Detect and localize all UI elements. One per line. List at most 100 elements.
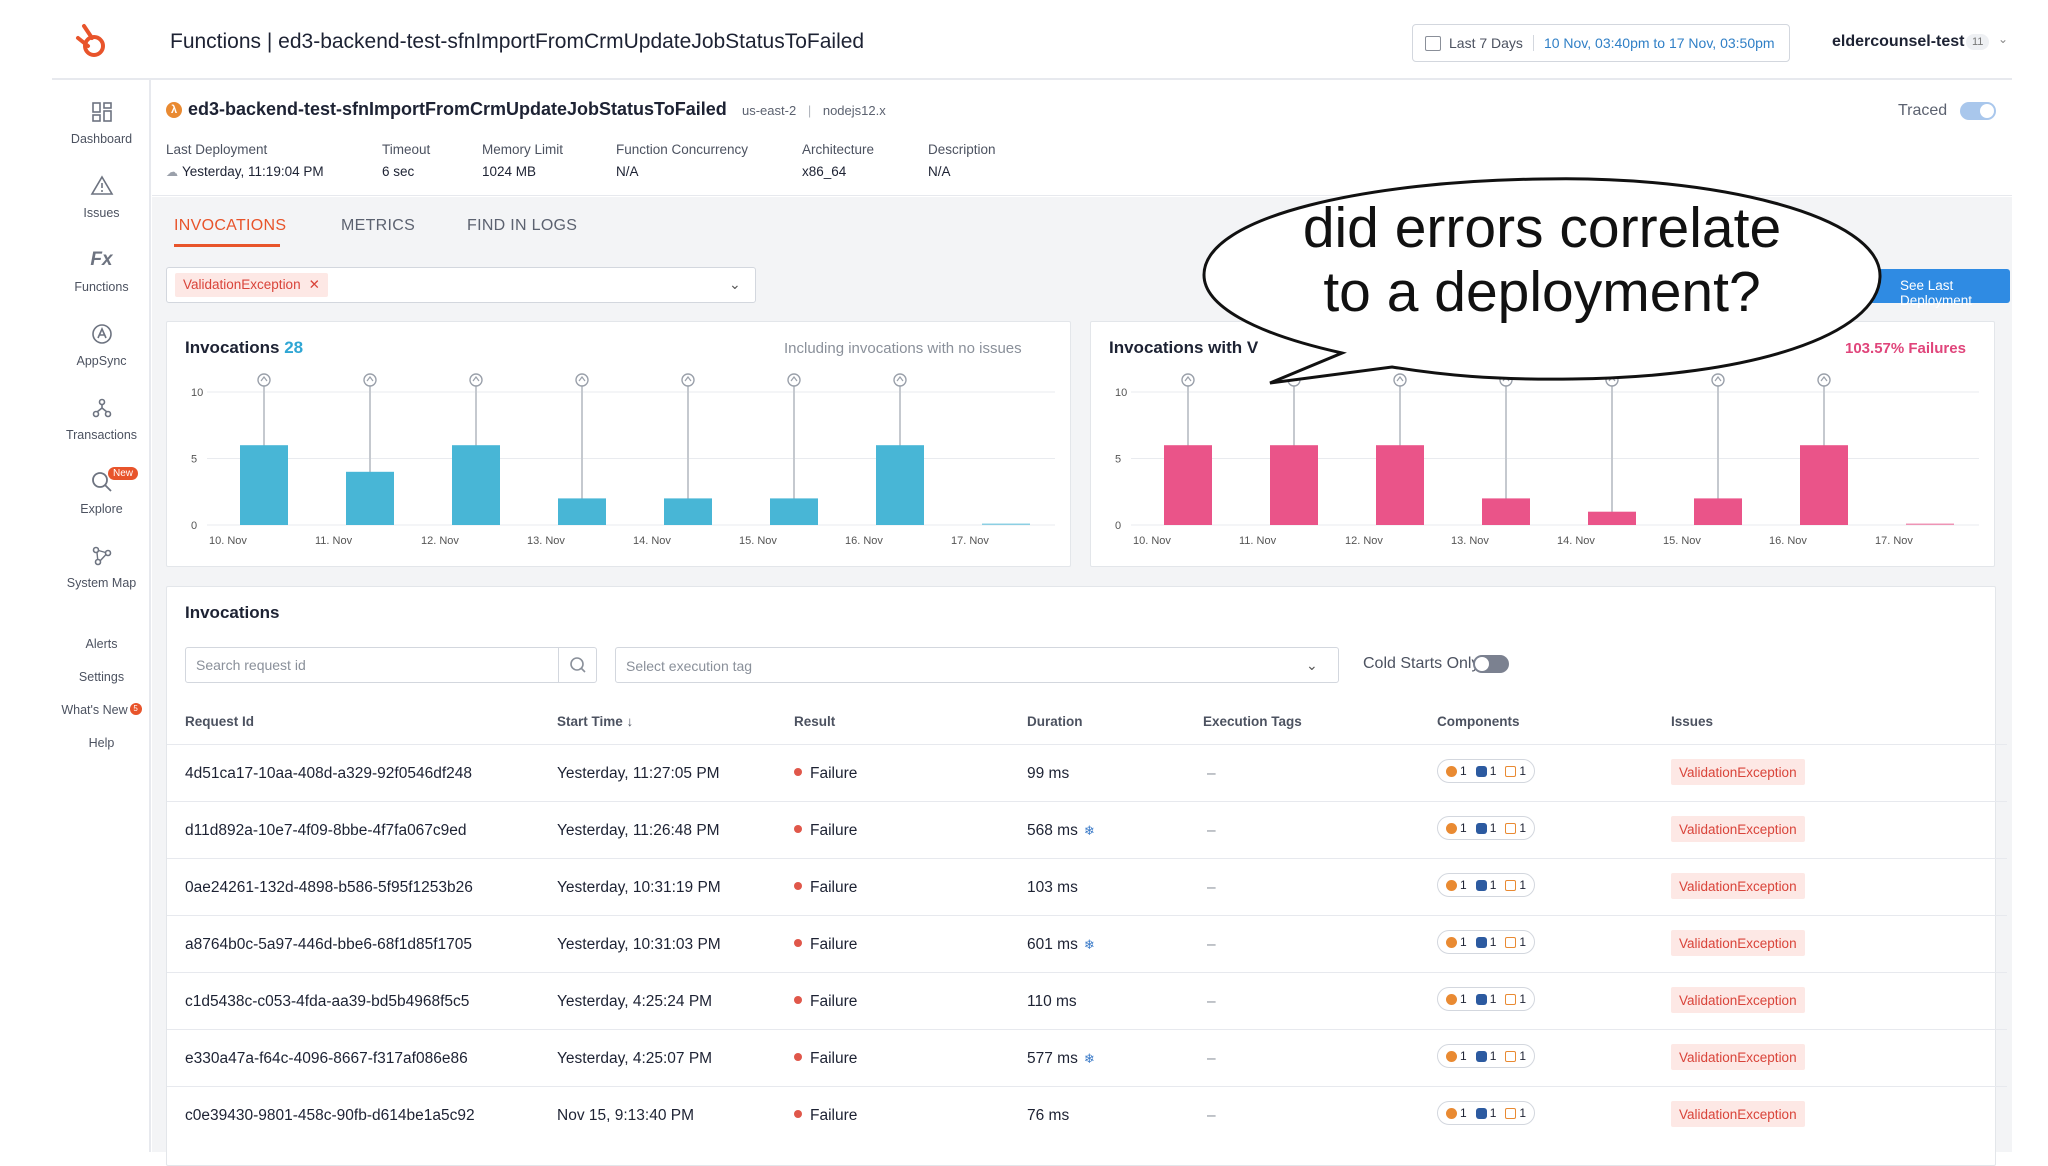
sidebar-item-transactions[interactable]: Transactions (52, 396, 151, 444)
x-tick-label: 10. Nov (1133, 535, 1171, 547)
components-pill[interactable]: 1 1 1 (1437, 930, 1536, 954)
invocations-count: 28 (284, 338, 304, 357)
issue-chip[interactable]: ValidationException (1671, 759, 1805, 785)
components-pill[interactable]: 1 1 1 (1437, 1101, 1536, 1125)
components-pill[interactable]: 1 1 1 (1437, 873, 1536, 897)
y-tick-label: 5 (1115, 454, 1121, 466)
issue-chip[interactable]: ValidationException (1671, 987, 1805, 1013)
tab-find-in-logs[interactable]: FIND IN LOGS (467, 217, 578, 234)
search-request-input[interactable] (186, 648, 558, 682)
chart-bar (982, 523, 1030, 525)
sidebar-link-help[interactable]: Help (88, 736, 115, 750)
column-header-components[interactable]: Components (1437, 714, 1520, 729)
meta-key: Description (928, 142, 996, 157)
x-tick-label: 15. Nov (739, 535, 777, 547)
component-count: 1 (1460, 878, 1467, 892)
table-row[interactable]: c1d5438c-c053-4fda-aa39-bd5b4968f5c5 Yest… (167, 972, 2007, 1028)
sidebar-link-whats-new[interactable]: What's New 5 (52, 703, 151, 717)
issue-filter-select[interactable]: ValidationException ✕ ⌄ (166, 267, 756, 303)
traced-toggle[interactable] (1960, 102, 1996, 120)
chevron-down-icon: ⌄ (1306, 657, 1318, 673)
components-pill[interactable]: 1 1 1 (1437, 816, 1536, 840)
main-content: INVOCATIONS METRICS FIND IN LOGS Validat… (152, 197, 2012, 1166)
component-count: 1 (1489, 1049, 1497, 1063)
column-header-result[interactable]: Result (794, 714, 836, 729)
function-runtime: nodejs12.x (822, 103, 886, 118)
tab-metrics[interactable]: METRICS (341, 217, 416, 234)
issue-chip[interactable]: ValidationException (1671, 1101, 1805, 1127)
table-row[interactable]: d11d892a-10e7-4f09-8bbe-4f7fa067c9ed Yest… (167, 801, 2007, 857)
deployment-marker-icon (893, 373, 907, 387)
sidebar-item-explore[interactable]: New Explore (52, 467, 151, 518)
cold-starts-toggle[interactable] (1473, 655, 1509, 673)
chevron-down-icon[interactable]: ⌄ (729, 276, 741, 292)
tab-invocations[interactable]: INVOCATIONS (174, 217, 287, 234)
request-id[interactable]: c0e39430-9801-458c-90fb-d614be1a5c92 (185, 1107, 475, 1124)
chevron-down-icon[interactable]: ⌄ (1998, 32, 2009, 46)
column-header-execution-tags[interactable]: Execution Tags (1203, 714, 1302, 729)
duration-text: 568 ms (1027, 822, 1078, 839)
component-count: 1 (1489, 764, 1497, 778)
issue-chip[interactable]: ValidationException (1671, 816, 1805, 842)
sidebar-link-settings[interactable]: Settings (78, 670, 125, 684)
x-tick-label: 12. Nov (1345, 535, 1383, 547)
sidebar-item-functions[interactable]: Fx Functions (52, 248, 151, 296)
result: Failure (794, 1050, 857, 1068)
lumigo-logo-icon[interactable] (70, 20, 114, 64)
table-row[interactable]: a8764b0c-5a97-446d-bbe6-68f1d85f1705 Yest… (167, 915, 2007, 971)
top-bar: Functions | ed3-backend-test-sfnImportFr… (52, 0, 2012, 80)
chart-bar (346, 471, 394, 525)
whats-new-count-badge: 5 (129, 703, 142, 715)
start-time: Yesterday, 4:25:07 PM (557, 1050, 713, 1067)
sidebar-item-system-map[interactable]: System Map (52, 544, 151, 592)
see-last-deployment-button[interactable]: See Last Deployment (1862, 269, 2010, 308)
column-header-issues[interactable]: Issues (1671, 714, 1714, 729)
chart-bar (1800, 445, 1848, 525)
request-id[interactable]: a8764b0c-5a97-446d-bbe6-68f1d85f1705 (185, 936, 472, 953)
x-tick-label: 11. Nov (315, 535, 353, 547)
component-count: 1 (1460, 764, 1467, 778)
issue-chip[interactable]: ValidationException (1671, 873, 1805, 899)
sidebar-item-issues[interactable]: Issues (52, 174, 151, 222)
duration-text: 577 ms (1027, 1050, 1078, 1067)
filter-chip[interactable]: ValidationException ✕ (175, 273, 328, 297)
function-name-text: ed3-backend-test-sfnImportFromCrmUpdateJ… (188, 99, 727, 119)
request-id[interactable]: 0ae24261-132d-4898-b586-5f95f1253b26 (185, 879, 473, 896)
deployment-marker-icon (787, 373, 801, 387)
components-pill[interactable]: 1 1 1 (1437, 759, 1536, 783)
sidebar-item-dashboard[interactable]: Dashboard (52, 100, 151, 148)
account-name[interactable]: eldercounsel-test (1832, 33, 1965, 50)
sidebar-item-appsync[interactable]: AppSync (52, 322, 151, 370)
table-row[interactable]: e330a47a-f64c-4096-8667-f317af086e86 Yest… (167, 1029, 2007, 1085)
date-range-picker[interactable]: Last 7 Days 10 Nov, 03:40pm to 17 Nov, 0… (1412, 24, 1790, 62)
request-id[interactable]: d11d892a-10e7-4f09-8bbe-4f7fa067c9ed (185, 822, 467, 839)
table-row[interactable]: 4d51ca17-10aa-408d-a329-92f0546df248 Yest… (167, 744, 2007, 800)
request-id[interactable]: e330a47a-f64c-4096-8667-f317af086e86 (185, 1050, 468, 1067)
meta-function-concurrency: Function Concurrency N/A (616, 142, 748, 179)
lambda-icon (1446, 822, 1457, 834)
sidebar-item-label: Explore (80, 502, 123, 516)
issue-chip[interactable]: ValidationException (1671, 930, 1805, 956)
transactions-icon (92, 398, 111, 418)
request-id[interactable]: c1d5438c-c053-4fda-aa39-bd5b4968f5c5 (185, 993, 470, 1010)
request-id[interactable]: 4d51ca17-10aa-408d-a329-92f0546df248 (185, 765, 472, 782)
execution-tags: – (1207, 1050, 1216, 1067)
component-count: 1 (1519, 1049, 1527, 1063)
components-pill[interactable]: 1 1 1 (1437, 987, 1536, 1011)
search-button[interactable] (558, 648, 598, 682)
meta-value: 1024 MB (482, 164, 537, 179)
execution-tag-select[interactable]: Select execution tag ⌄ (615, 647, 1339, 683)
duration: 76 ms (1027, 1107, 1069, 1125)
column-header-start-time[interactable]: Start Time ↓ (557, 714, 634, 729)
sidebar-link-alerts[interactable]: Alerts (85, 637, 118, 651)
invocations-table-card: Invocations Select execution tag ⌄ Cold … (166, 586, 2007, 1166)
result-text: Failure (810, 1050, 858, 1067)
cloud-upload-icon (1396, 376, 1404, 382)
column-header-request-id[interactable]: Request Id (185, 714, 255, 729)
column-header-duration[interactable]: Duration (1027, 714, 1083, 729)
close-icon[interactable]: ✕ (308, 277, 320, 292)
issue-chip[interactable]: ValidationException (1671, 1044, 1805, 1070)
components-pill[interactable]: 1 1 1 (1437, 1044, 1536, 1068)
table-row[interactable]: 0ae24261-132d-4898-b586-5f95f1253b26 Yest… (167, 858, 2007, 914)
table-row[interactable]: c0e39430-9801-458c-90fb-d614be1a5c92 Nov … (167, 1086, 2007, 1142)
